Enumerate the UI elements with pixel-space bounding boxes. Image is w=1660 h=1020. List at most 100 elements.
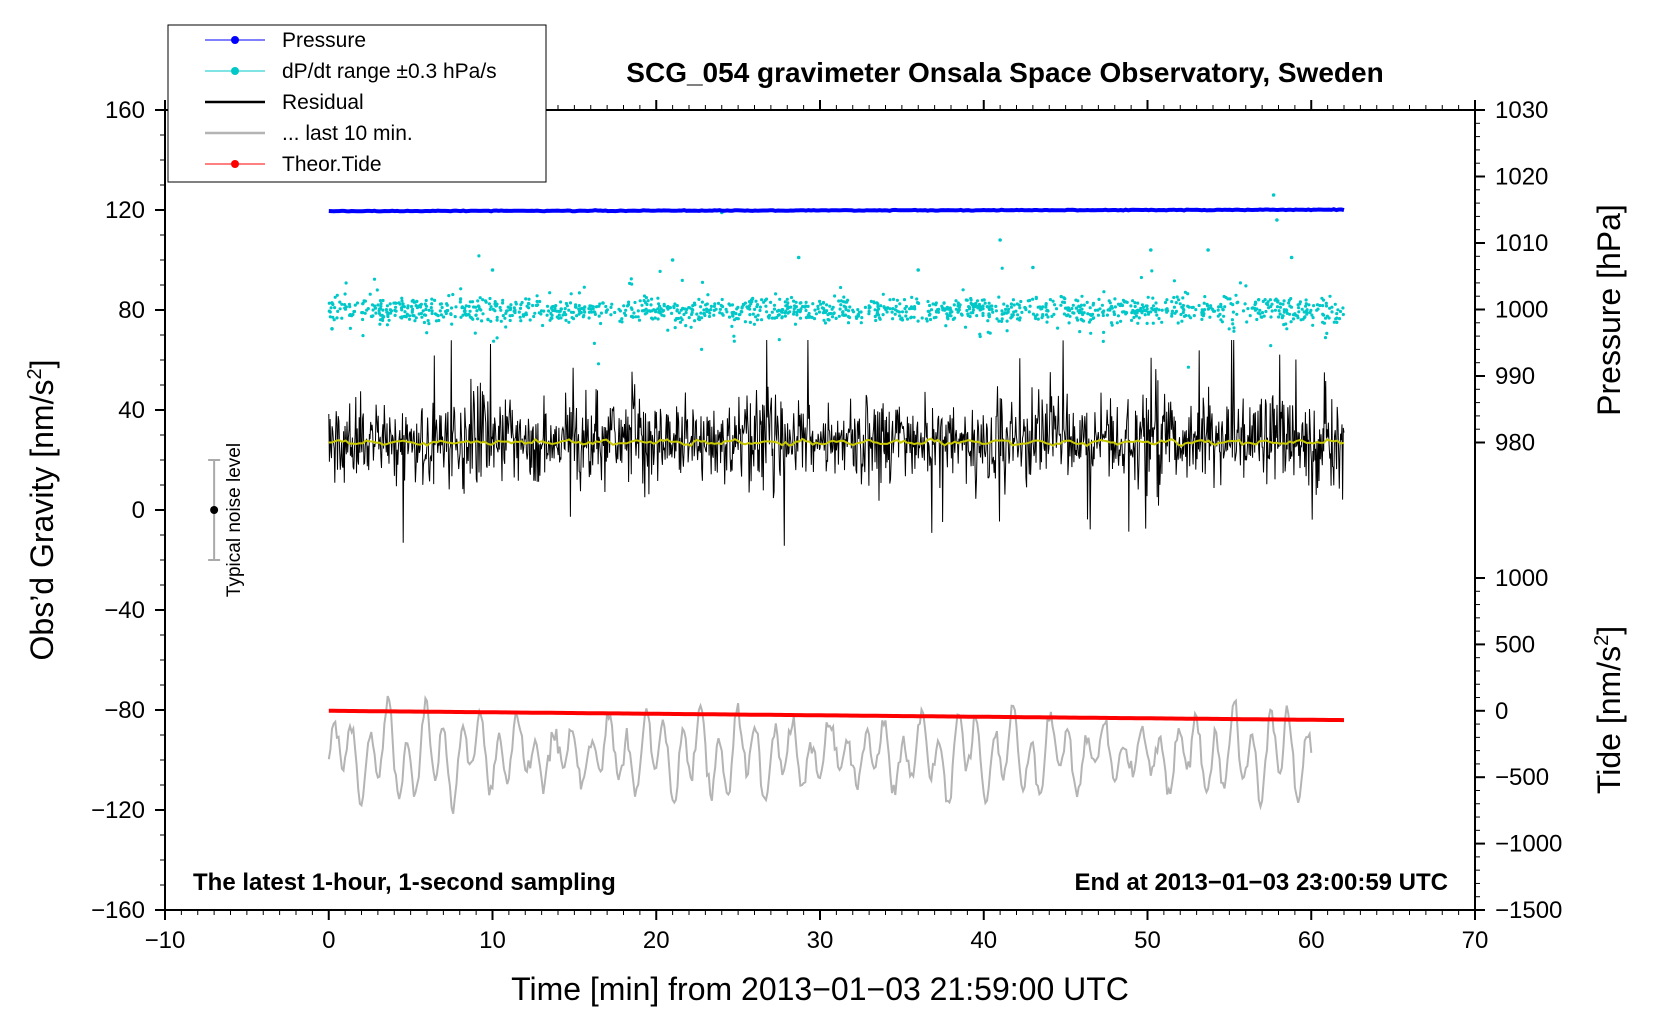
- dpdt-point: [379, 302, 383, 306]
- legend-marker: [231, 160, 239, 168]
- dpdt-point: [935, 309, 939, 313]
- dpdt-point: [934, 301, 938, 305]
- dpdt-point: [785, 303, 789, 307]
- dpdt-point: [604, 304, 608, 309]
- dpdt-point: [1282, 323, 1286, 327]
- dpdt-point: [589, 307, 593, 311]
- dpdt-point: [989, 304, 994, 308]
- dpdt-point: [1036, 317, 1040, 321]
- dpdt-point: [859, 321, 863, 325]
- dpdt-point: [403, 310, 407, 314]
- dpdt-point: [987, 313, 991, 317]
- dpdt-point: [680, 278, 684, 282]
- dpdt-point: [963, 325, 968, 329]
- dpdt-point: [1091, 301, 1096, 305]
- dpdt-point: [535, 299, 539, 304]
- dpdt-point: [994, 304, 998, 308]
- dpdt-point: [599, 321, 603, 326]
- dpdt-point: [338, 307, 342, 311]
- dpdt-point: [885, 310, 889, 314]
- dpdt-point: [327, 301, 331, 305]
- dpdt-point: [592, 310, 596, 314]
- dpdt-point: [875, 311, 880, 315]
- dpdt-point: [975, 299, 980, 303]
- dpdt-point: [435, 313, 439, 317]
- dpdt-point: [1170, 300, 1174, 304]
- dpdt-point: [449, 306, 454, 310]
- dpdt-point: [1310, 313, 1314, 317]
- dpdt-point: [1004, 307, 1008, 311]
- dpdt-point: [331, 315, 335, 319]
- dpdt-point: [591, 305, 595, 309]
- dpdt-point: [820, 306, 825, 310]
- dpdt-point: [1077, 311, 1081, 315]
- dpdt-point: [1097, 297, 1101, 301]
- tide-axis-label-sup: 2: [1591, 635, 1613, 646]
- dpdt-point: [1184, 313, 1188, 318]
- dpdt-point: [965, 308, 969, 313]
- dpdt-point: [1277, 315, 1281, 319]
- dpdt-point: [1045, 309, 1049, 313]
- dpdt-point: [336, 309, 340, 313]
- noise-level-label: Typical noise level: [224, 443, 245, 597]
- dpdt-point: [477, 254, 481, 258]
- dpdt-point: [837, 299, 841, 303]
- dpdt-point: [657, 302, 661, 306]
- dpdt-point: [1011, 298, 1016, 302]
- dpdt-point: [1186, 304, 1190, 308]
- dpdt-point: [1170, 312, 1174, 316]
- dpdt-point: [1173, 311, 1177, 315]
- dpdt-point: [413, 319, 417, 323]
- dpdt-point: [1235, 312, 1239, 316]
- dpdt-point: [419, 302, 423, 306]
- pressure-axis-label: Pressure [hPa]: [1591, 204, 1627, 416]
- dpdt-point: [499, 319, 503, 323]
- dpdt-point: [986, 319, 990, 323]
- dpdt-point: [888, 298, 892, 302]
- dpdt-point: [1318, 303, 1322, 308]
- dpdt-point: [705, 310, 709, 314]
- dpdt-point: [407, 317, 412, 321]
- dpdt-point: [755, 305, 759, 309]
- dpdt-point: [412, 300, 416, 304]
- dpdt-point: [1246, 307, 1250, 311]
- dpdt-point: [1130, 311, 1134, 315]
- x-tick-label: −10: [145, 927, 186, 954]
- dpdt-point: [1289, 305, 1294, 309]
- dpdt-point: [1070, 306, 1074, 311]
- dpdt-point: [1333, 302, 1337, 306]
- dpdt-point: [1234, 293, 1238, 297]
- annotation-right: End at 2013−01−03 23:00:59 UTC: [1074, 869, 1448, 896]
- dpdt-point: [582, 306, 586, 310]
- dpdt-point: [630, 307, 634, 311]
- dpdt-point: [418, 305, 423, 309]
- dpdt-point: [528, 318, 532, 322]
- dpdt-point: [1076, 318, 1080, 322]
- dpdt-point: [361, 311, 365, 315]
- dpdt-point: [718, 311, 722, 315]
- dpdt-point: [1217, 305, 1221, 309]
- dpdt-point: [874, 318, 878, 323]
- dpdt-point: [881, 313, 885, 317]
- dpdt-point: [1312, 304, 1316, 308]
- dpdt-point: [777, 338, 781, 342]
- dpdt-point: [1059, 295, 1063, 299]
- dpdt-point: [343, 303, 347, 307]
- dpdt-point: [609, 305, 613, 309]
- dpdt-point: [859, 310, 863, 314]
- dpdt-point: [1276, 300, 1280, 304]
- dpdt-point: [1133, 304, 1137, 309]
- dpdt-point: [459, 315, 463, 319]
- dpdt-point: [609, 313, 613, 317]
- dpdt-point: [1146, 312, 1151, 316]
- dpdt-point: [377, 309, 381, 313]
- dpdt-point: [1078, 330, 1082, 334]
- dpdt-point: [997, 295, 1001, 299]
- dpdt-point: [672, 304, 676, 309]
- dpdt-point: [638, 299, 642, 303]
- dpdt-point: [727, 315, 732, 319]
- dpdt-point: [519, 303, 523, 307]
- dpdt-point: [1077, 304, 1081, 308]
- dpdt-point: [957, 308, 961, 312]
